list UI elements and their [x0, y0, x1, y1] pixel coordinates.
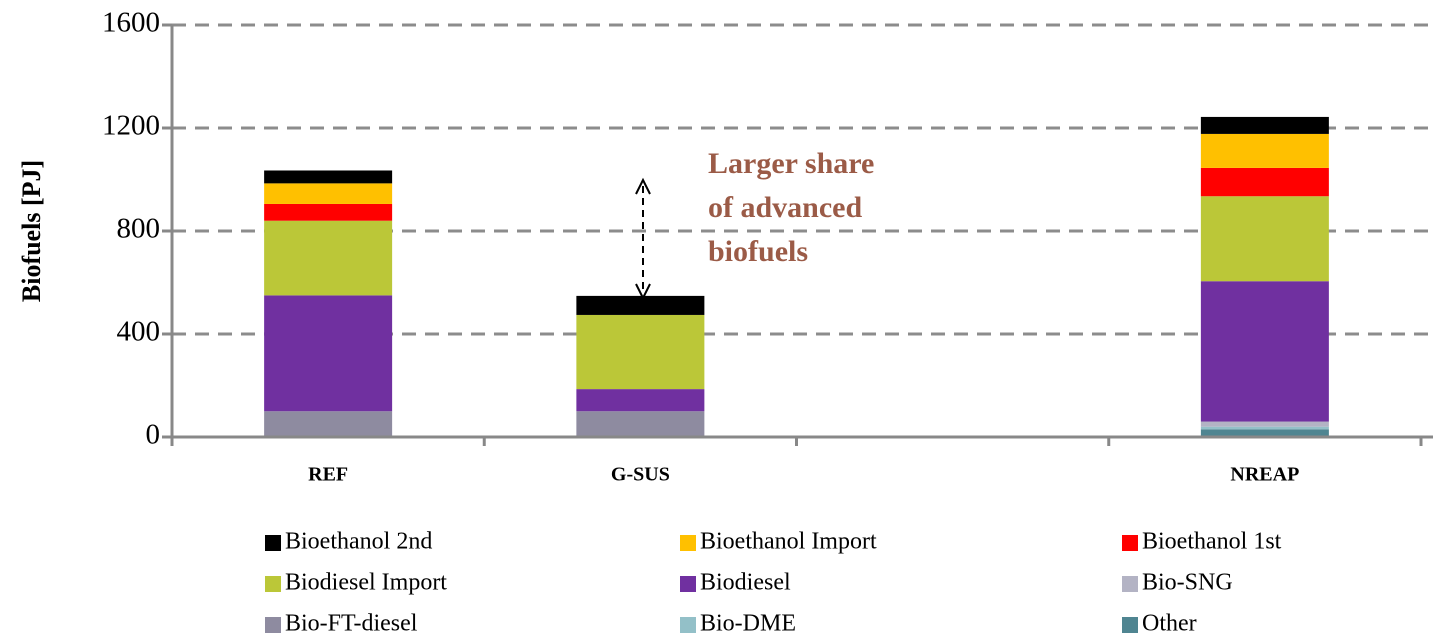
legend-label: Bio-SNG	[1142, 570, 1233, 596]
legend-swatch	[680, 535, 696, 551]
y-axis-label: Biofuels [PJ]	[17, 160, 46, 302]
legend-swatch	[680, 617, 696, 633]
legend-label: Other	[1142, 611, 1197, 637]
x-tick-label: REF	[308, 464, 348, 486]
y-tick-label: 1600	[102, 7, 160, 39]
legend-label: Biodiesel	[700, 570, 791, 596]
arrow	[635, 177, 651, 301]
legend-label: Biodiesel Import	[285, 570, 447, 596]
bar-segment	[576, 295, 705, 315]
bar-segment	[1200, 167, 1329, 197]
bar-segment	[1200, 429, 1329, 437]
bar-segment	[576, 389, 705, 412]
bar-segment	[264, 203, 393, 221]
bar-segment	[264, 183, 393, 204]
legend-label: Bio-DME	[700, 611, 796, 637]
bar-segment	[264, 220, 393, 296]
legend-label: Bio-FT-diesel	[285, 611, 418, 637]
y-tick-label: 0	[146, 419, 161, 451]
legend-swatch	[1122, 535, 1138, 551]
x-tick-label: NREAP	[1230, 464, 1299, 486]
bar-segment	[1200, 116, 1329, 134]
y-tick-label: 400	[117, 316, 161, 348]
legend-swatch	[1122, 576, 1138, 592]
x-tick-label: G-SUS	[611, 464, 670, 486]
annotation: of advanced	[708, 191, 862, 224]
bar-segment	[576, 314, 705, 390]
y-tick-label: 800	[117, 213, 161, 245]
legend-label: Bioethanol Import	[700, 529, 877, 555]
legend-swatch	[1122, 617, 1138, 633]
bar-segment	[264, 170, 393, 184]
annotation: Larger share	[708, 147, 874, 180]
bar-segment	[576, 411, 705, 437]
bar-segment	[1200, 281, 1329, 422]
bar-segment	[264, 295, 393, 412]
annotation: biofuels	[708, 235, 808, 268]
bar-segment	[1200, 133, 1329, 168]
bar-segment	[1200, 426, 1329, 430]
legend-swatch	[265, 535, 281, 551]
bar-segment	[1200, 196, 1329, 282]
legend-label: Bioethanol 1st	[1142, 529, 1282, 555]
bar-segment	[264, 411, 393, 437]
legend-swatch	[680, 576, 696, 592]
bar-segment	[1200, 421, 1329, 427]
y-tick-label: 1200	[102, 110, 160, 142]
legend-swatch	[265, 576, 281, 592]
legend-swatch	[265, 617, 281, 633]
legend-label: Bioethanol 2nd	[285, 529, 432, 555]
